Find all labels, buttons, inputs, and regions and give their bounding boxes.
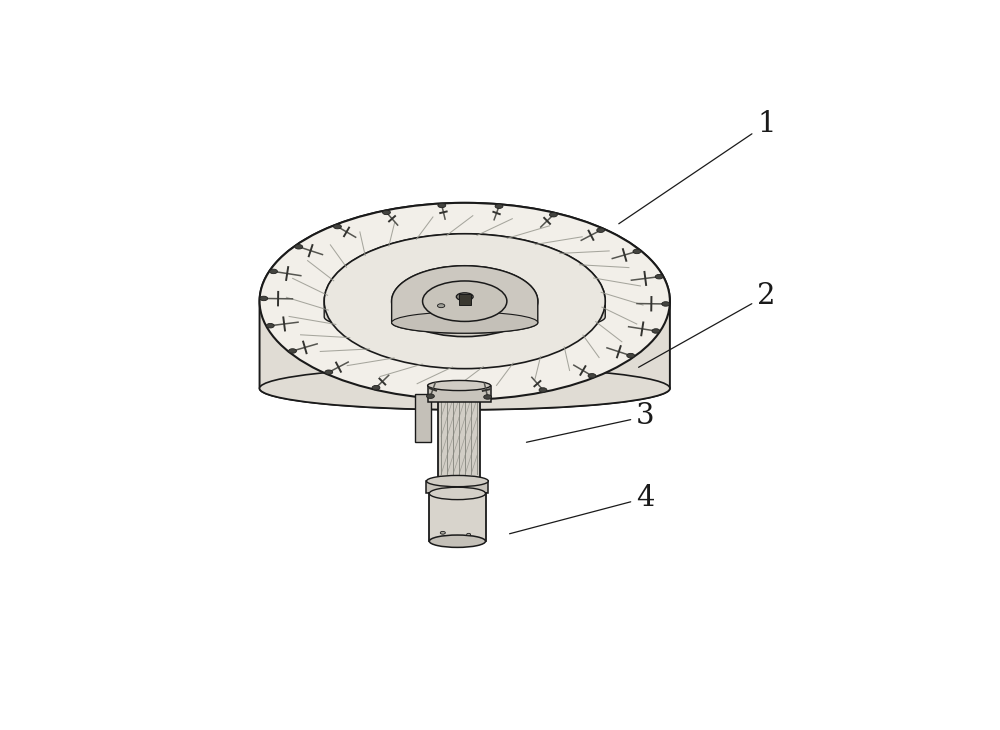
FancyBboxPatch shape	[415, 394, 431, 442]
FancyBboxPatch shape	[428, 385, 491, 402]
Ellipse shape	[266, 323, 274, 328]
Ellipse shape	[438, 203, 446, 207]
Ellipse shape	[295, 245, 303, 249]
Ellipse shape	[428, 380, 491, 391]
Ellipse shape	[429, 535, 486, 548]
Ellipse shape	[539, 388, 547, 392]
Ellipse shape	[260, 367, 670, 410]
Ellipse shape	[260, 203, 670, 399]
Ellipse shape	[383, 210, 390, 215]
Ellipse shape	[372, 385, 380, 390]
FancyBboxPatch shape	[438, 388, 480, 481]
Ellipse shape	[325, 370, 333, 374]
Ellipse shape	[484, 395, 492, 399]
Ellipse shape	[334, 224, 341, 228]
Ellipse shape	[392, 312, 538, 333]
Ellipse shape	[456, 293, 473, 301]
Text: 3: 3	[526, 402, 655, 442]
Ellipse shape	[495, 204, 503, 209]
Ellipse shape	[324, 234, 605, 369]
FancyBboxPatch shape	[426, 481, 488, 493]
Ellipse shape	[423, 281, 507, 321]
Ellipse shape	[550, 212, 557, 217]
Ellipse shape	[627, 353, 635, 358]
Text: 4: 4	[510, 484, 655, 534]
Ellipse shape	[289, 349, 296, 353]
Ellipse shape	[429, 487, 486, 499]
Text: 2: 2	[639, 282, 776, 367]
Ellipse shape	[426, 475, 488, 487]
Ellipse shape	[392, 266, 538, 337]
Ellipse shape	[260, 296, 268, 301]
Ellipse shape	[662, 301, 670, 306]
Polygon shape	[392, 266, 538, 333]
Ellipse shape	[437, 304, 445, 307]
FancyBboxPatch shape	[429, 493, 486, 541]
Ellipse shape	[440, 531, 445, 534]
Ellipse shape	[597, 228, 605, 232]
Polygon shape	[260, 203, 670, 410]
Ellipse shape	[652, 328, 660, 333]
Ellipse shape	[655, 274, 663, 279]
Ellipse shape	[270, 269, 277, 274]
Text: 1: 1	[619, 110, 776, 224]
Ellipse shape	[467, 534, 471, 536]
Ellipse shape	[633, 249, 641, 253]
Ellipse shape	[427, 394, 434, 399]
FancyBboxPatch shape	[459, 294, 471, 305]
Ellipse shape	[588, 374, 596, 378]
Polygon shape	[324, 234, 605, 334]
